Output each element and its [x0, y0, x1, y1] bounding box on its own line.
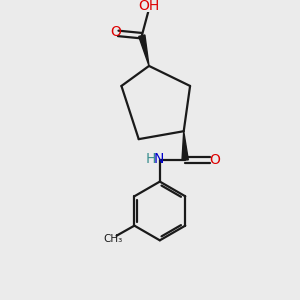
- Text: H: H: [146, 152, 156, 166]
- Polygon shape: [182, 131, 188, 160]
- Polygon shape: [139, 35, 149, 66]
- Text: OH: OH: [138, 0, 160, 13]
- Text: O: O: [110, 25, 121, 39]
- Text: O: O: [210, 153, 220, 167]
- Text: N: N: [154, 152, 164, 166]
- Text: CH₃: CH₃: [103, 234, 123, 244]
